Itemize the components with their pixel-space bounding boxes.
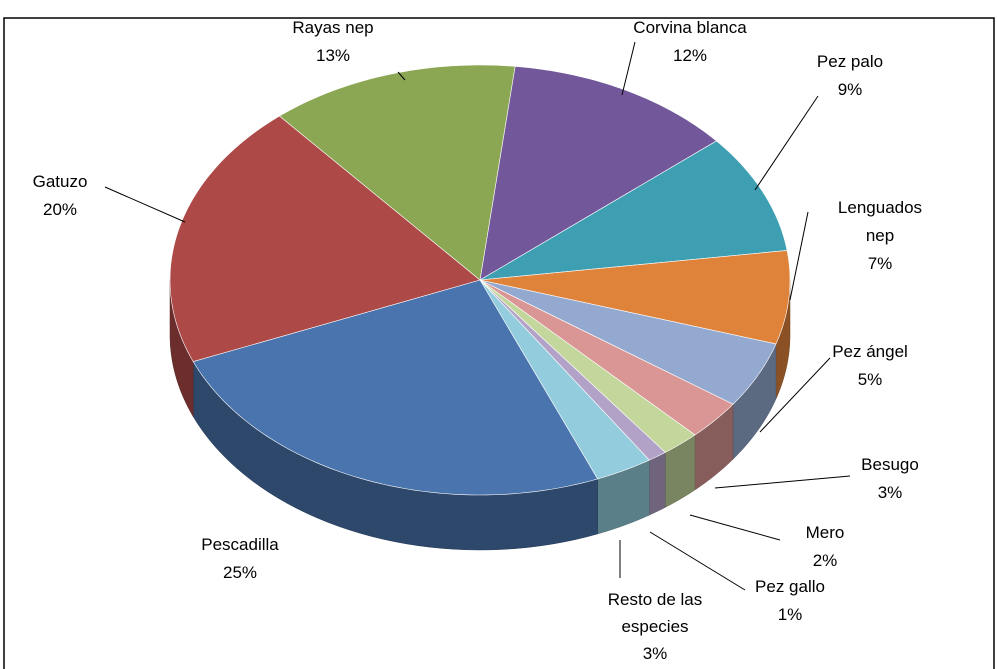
slice — [278, 64, 516, 281]
value-label: 2% — [812, 551, 838, 570]
category-label: Pez gallo — [755, 577, 825, 596]
slice — [479, 279, 734, 436]
leader-line — [621, 41, 636, 96]
chart-border — [3, 17, 995, 669]
slice — [192, 279, 599, 496]
value-label: 20% — [42, 200, 78, 219]
slice — [479, 66, 717, 281]
value-label: 3% — [642, 644, 668, 663]
value-label: 13% — [315, 46, 351, 65]
data-label: Rayas nep 13% — [292, 14, 373, 70]
leader-line — [754, 95, 819, 191]
category-label: Rayas nep — [292, 18, 374, 37]
category-label: Pez palo — [816, 52, 884, 71]
data-label: Pez palo 9% — [817, 48, 883, 104]
leader-line — [759, 357, 831, 433]
category-label: Lenguados nep — [837, 198, 923, 245]
slice — [479, 279, 777, 405]
slice — [479, 250, 791, 345]
data-label: Lenguados nep 7% — [822, 194, 939, 278]
leader-line — [649, 531, 746, 591]
slice — [169, 115, 481, 362]
data-label: Mero 2% — [806, 519, 845, 575]
category-label: Corvina blanca — [633, 18, 747, 37]
data-label: Besugo 3% — [861, 451, 919, 507]
value-label: 1% — [777, 605, 803, 624]
value-label: 5% — [857, 370, 883, 389]
data-label: Pez gallo 1% — [755, 573, 825, 629]
data-label: Pez ángel 5% — [832, 338, 908, 394]
value-label: 25% — [222, 563, 258, 582]
slice — [479, 140, 788, 281]
value-label: 7% — [867, 254, 893, 273]
leader-line — [689, 514, 781, 541]
data-label: Pescadilla 25% — [201, 531, 279, 587]
leader-line — [789, 211, 809, 301]
leader-line — [714, 475, 851, 489]
category-label: Pez ángel — [832, 342, 908, 361]
value-label: 9% — [837, 80, 863, 99]
slice — [479, 279, 650, 480]
slice — [479, 279, 666, 461]
category-label: Mero — [805, 523, 845, 542]
category-label: Resto de las especies — [607, 590, 703, 636]
leader-line — [397, 71, 406, 81]
data-label: Gatuzo 20% — [33, 168, 88, 224]
value-label: 3% — [877, 483, 903, 502]
leader-line — [104, 186, 186, 223]
value-label: 12% — [672, 46, 708, 65]
category-label: Gatuzo — [32, 172, 88, 191]
slice-side — [649, 451, 666, 516]
data-label: Corvina blanca 12% — [633, 14, 746, 70]
slice — [479, 279, 696, 453]
category-label: Besugo — [861, 455, 919, 474]
data-label: Resto de las especies 3% — [590, 586, 720, 667]
category-label: Pescadilla — [201, 535, 279, 554]
